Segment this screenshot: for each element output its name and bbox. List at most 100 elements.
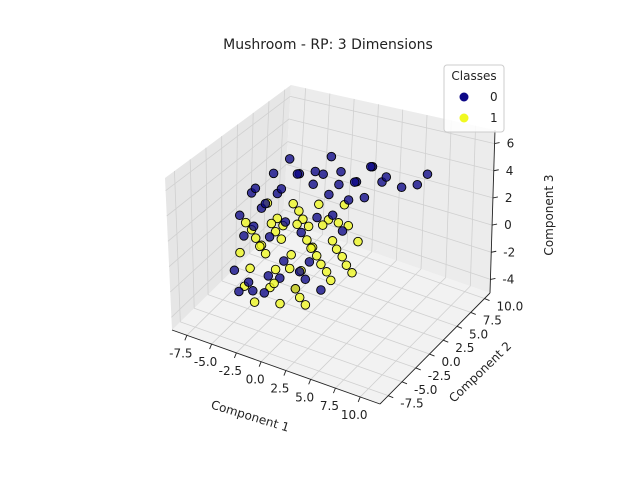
grid-line-z-back (290, 95, 495, 144)
data-point-class-1 (255, 241, 265, 252)
data-point-class-0 (343, 195, 354, 205)
x-tick-label: 5.0 (295, 390, 314, 404)
data-point-class-1 (245, 263, 255, 274)
x-axis-line (171, 329, 381, 405)
grid-line-y-left (235, 124, 238, 268)
data-point-class-0 (324, 189, 334, 200)
data-point-class-0 (359, 192, 370, 203)
x-tick (209, 343, 213, 350)
grid-line-y-floor (180, 321, 389, 397)
data-point-class-1 (270, 226, 281, 237)
x-tick-label: -2.5 (219, 364, 242, 378)
grid-line-z-left (168, 164, 287, 267)
data-point-class-1 (292, 219, 302, 230)
z-tick (491, 223, 498, 226)
z-tick-label: 4 (506, 164, 514, 178)
data-point-class-0 (312, 212, 322, 223)
x-tick (233, 352, 237, 359)
data-point-class-0 (248, 286, 258, 296)
x-tick (333, 387, 336, 394)
grid-line-z-back (288, 118, 494, 172)
data-point-class-1 (272, 213, 283, 224)
data-point-class-1 (347, 268, 357, 278)
legend-frame (443, 64, 505, 133)
grid-line-z-left (167, 141, 288, 242)
data-point-class-1 (276, 234, 287, 244)
data-point-class-0 (284, 154, 295, 164)
data-point-class-0 (422, 169, 433, 179)
data-point-class-1 (235, 247, 245, 258)
grid-line-x-back (346, 98, 355, 244)
data-point-class-0 (243, 277, 254, 287)
data-point-class-0 (366, 161, 376, 172)
grid-line-y-left (263, 101, 270, 241)
grid-line-x-back (469, 125, 476, 287)
data-point-class-0 (263, 271, 274, 281)
data-point-class-0 (310, 166, 321, 177)
legend-label-1: 1 (490, 111, 498, 125)
grid-line-x-back (297, 88, 306, 227)
data-point-class-1 (337, 251, 347, 262)
grid-line-y-left (174, 171, 181, 322)
x-tick (357, 396, 361, 403)
legend-marker-1 (459, 113, 469, 123)
z-tick-label: -4 (502, 272, 514, 286)
data-point-class-1 (316, 259, 326, 270)
data-point-class-1 (314, 199, 324, 210)
z-tick-label: 0 (504, 218, 512, 232)
grid-line-z-left (165, 96, 291, 191)
data-point-class-1 (333, 218, 344, 228)
y-tick (401, 381, 408, 385)
x-axis-label: Component 1 (209, 398, 291, 435)
data-point-class-1 (327, 236, 338, 246)
x-tick (308, 379, 312, 385)
data-point-class-0 (234, 286, 244, 297)
data-point-class-0 (280, 217, 291, 227)
data-point-class-0 (334, 179, 344, 190)
data-point-class-0 (304, 257, 315, 267)
grid-line-y-floor (249, 253, 458, 327)
data-point-class-1 (303, 221, 314, 232)
z-tick (494, 142, 500, 145)
scatter-points (229, 151, 433, 310)
grid-line-y-left (189, 159, 195, 309)
x-tick-label: 2.5 (270, 382, 289, 396)
data-point-class-1 (249, 297, 260, 307)
z-tick-label: 6 (507, 137, 515, 151)
legend-title: Classes (451, 69, 496, 83)
data-point-class-1 (286, 250, 296, 260)
grid-line-x-floor (359, 285, 471, 398)
data-point-class-1 (294, 206, 304, 216)
grid-line-x-floor (236, 243, 348, 354)
grid-line-x-back (371, 104, 379, 252)
y-axis-line (379, 292, 491, 405)
grid-line-x-back (322, 93, 331, 235)
grid-line-x-back (420, 114, 428, 270)
data-point-class-1 (270, 264, 281, 275)
data-point-class-1 (260, 248, 271, 259)
data-point-class-0 (336, 166, 346, 177)
data-point-class-1 (300, 300, 311, 310)
data-point-class-0 (248, 221, 259, 232)
x-tick (184, 335, 188, 341)
x-tick-label: -7.5 (169, 346, 192, 360)
legend-marker-0 (459, 92, 469, 102)
data-point-class-0 (268, 168, 279, 179)
data-point-class-1 (326, 275, 336, 286)
pane-left (165, 85, 291, 330)
data-point-class-0 (239, 231, 249, 241)
grid-line-y-left (277, 89, 286, 227)
x-tick-label: -5.0 (194, 355, 217, 369)
y-tick (429, 353, 435, 357)
data-point-class-0 (264, 232, 275, 242)
data-point-class-1 (321, 267, 332, 277)
data-point-class-1 (250, 233, 261, 243)
grid-line-x-floor (310, 268, 422, 380)
z-tick (493, 169, 499, 172)
grid-line-x-floor (285, 260, 397, 371)
data-point-class-0 (276, 184, 287, 194)
tick-labels: -7.5-5.0-2.50.02.55.07.510.0-7.5-5.0-2.5… (169, 137, 523, 422)
z-axis-line (489, 129, 496, 294)
z-tick-label: 2 (505, 191, 513, 205)
